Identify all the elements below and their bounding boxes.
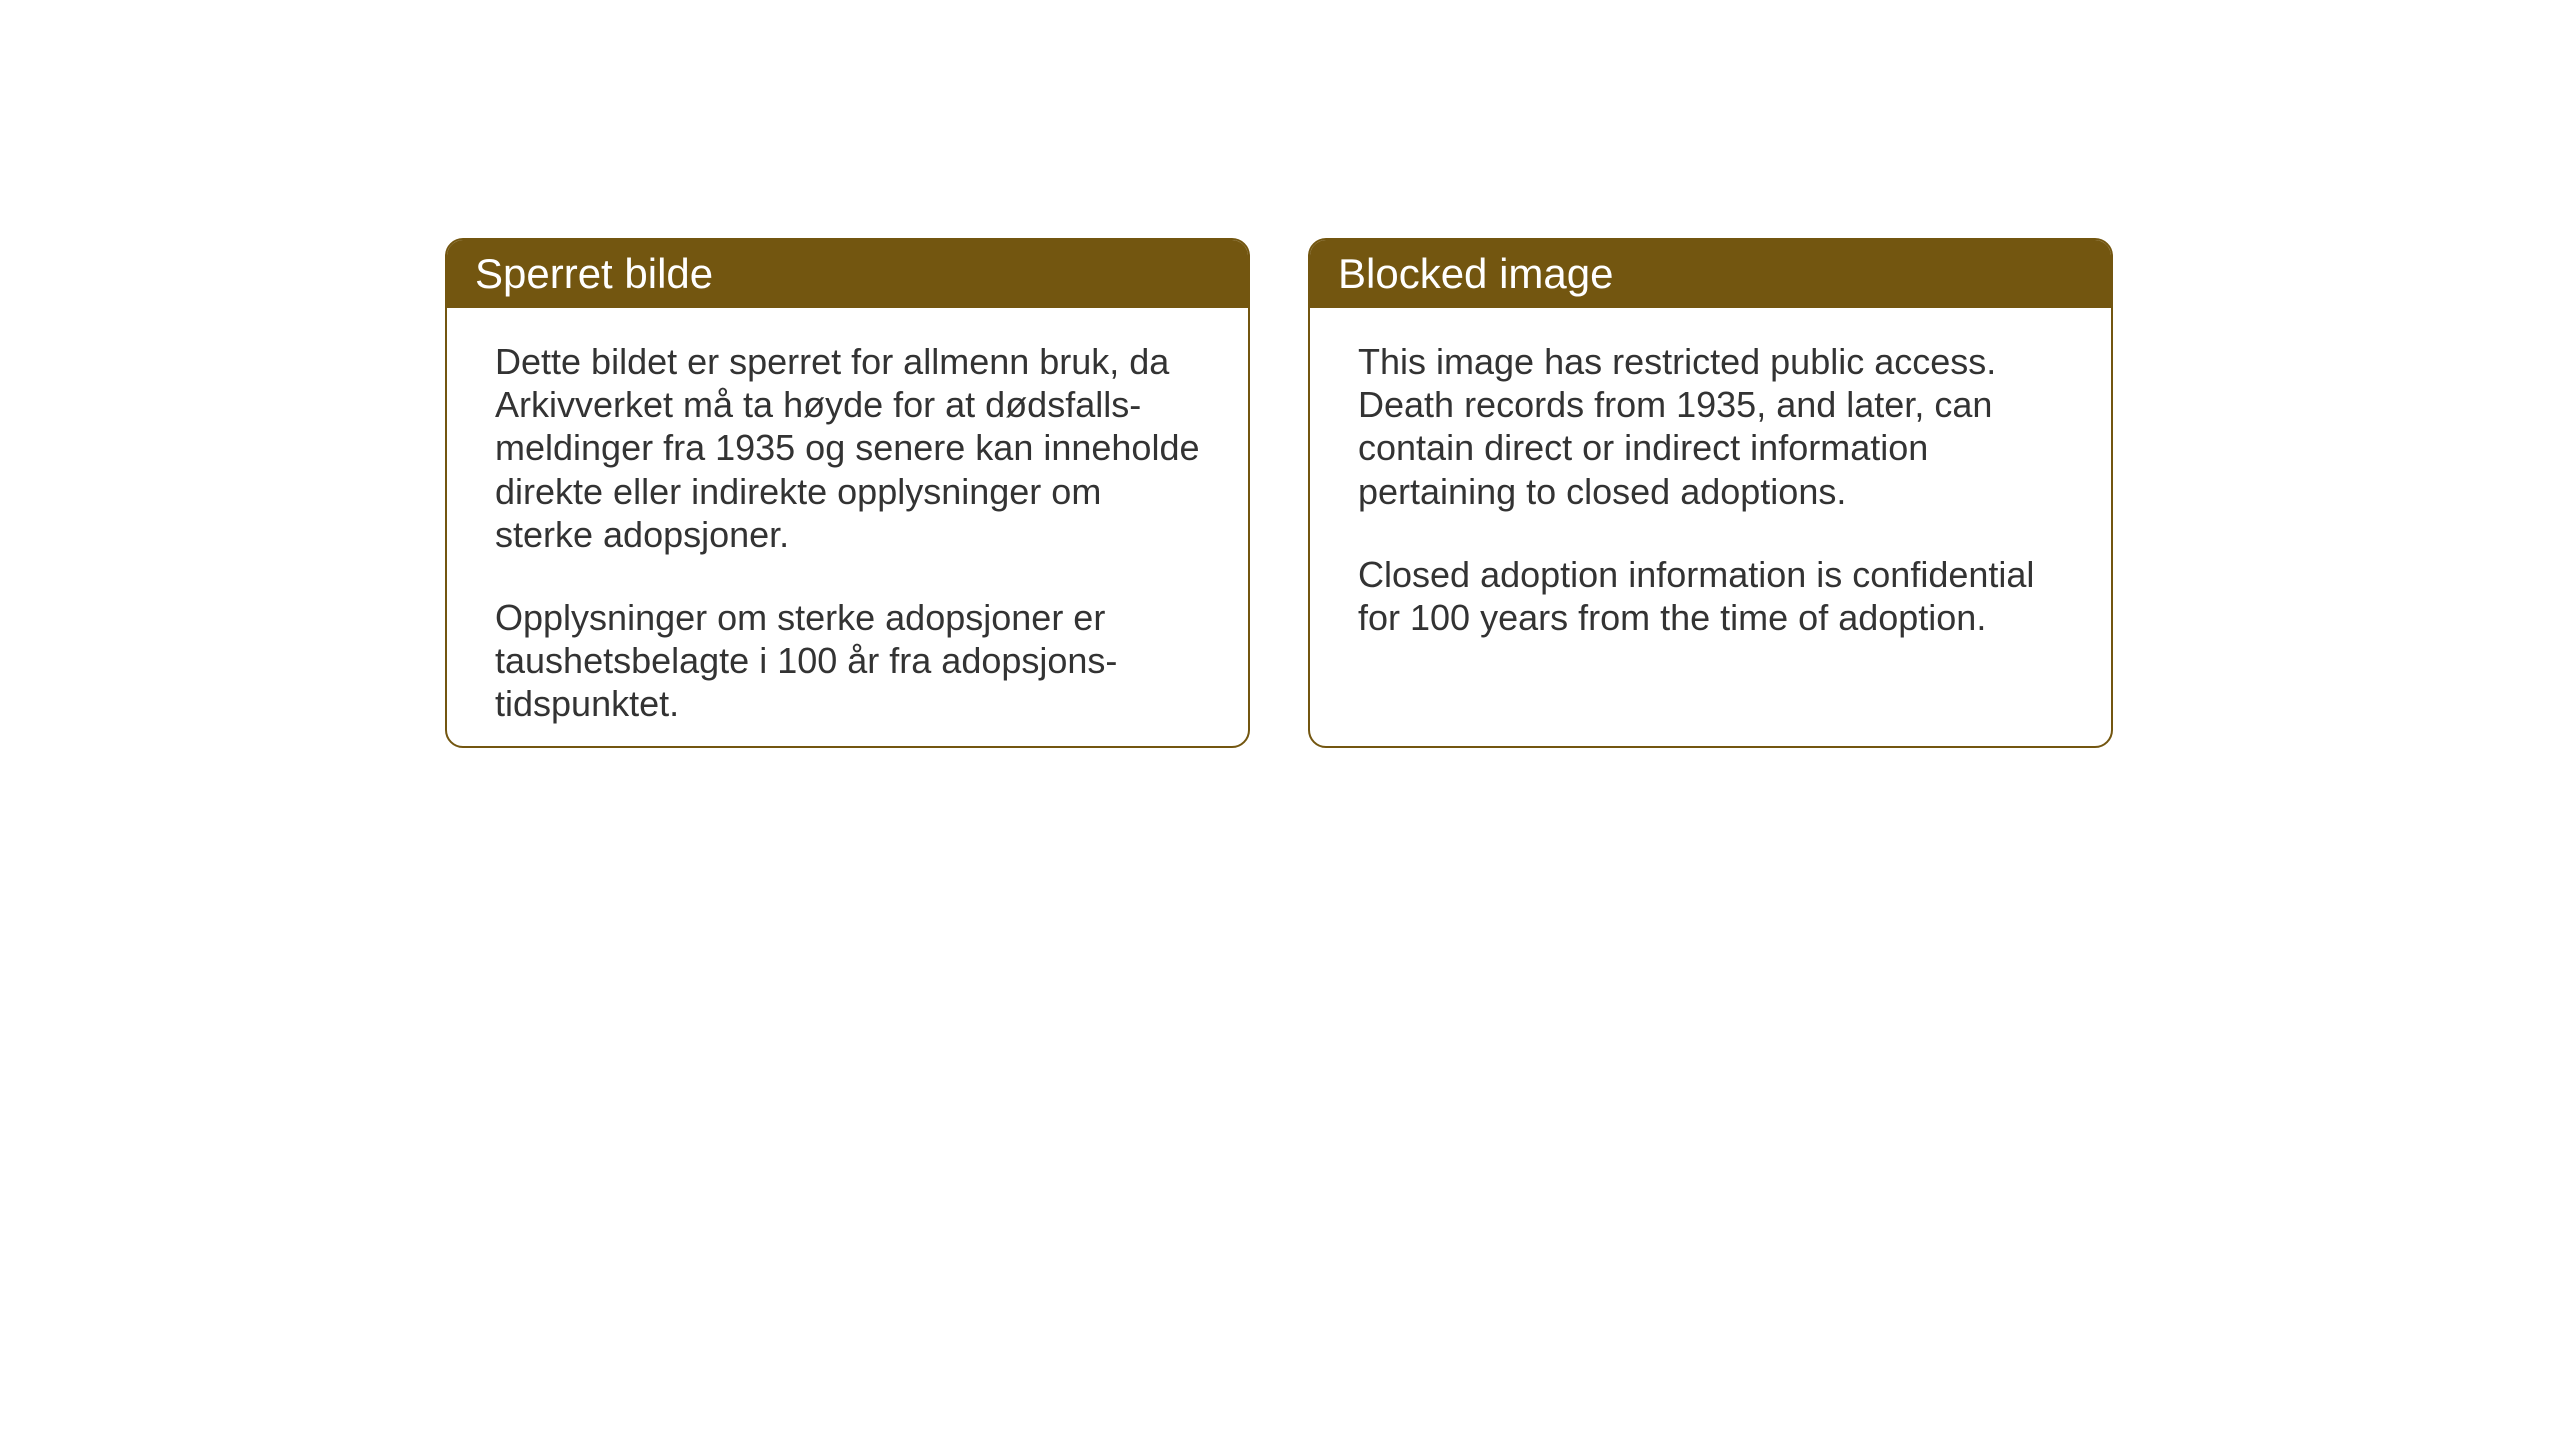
card-english: Blocked image This image has restricted …: [1308, 238, 2113, 748]
card-english-title: Blocked image: [1338, 250, 1613, 297]
card-norwegian: Sperret bilde Dette bildet er sperret fo…: [445, 238, 1250, 748]
cards-container: Sperret bilde Dette bildet er sperret fo…: [445, 238, 2113, 748]
card-norwegian-paragraph1: Dette bildet er sperret for allmenn bruk…: [495, 340, 1200, 556]
card-english-body: This image has restricted public access.…: [1310, 308, 2111, 671]
card-english-paragraph2: Closed adoption information is confident…: [1358, 553, 2063, 639]
card-english-header: Blocked image: [1310, 240, 2111, 308]
card-norwegian-paragraph2: Opplysninger om sterke adopsjoner er tau…: [495, 596, 1200, 726]
card-norwegian-title: Sperret bilde: [475, 250, 713, 297]
card-norwegian-header: Sperret bilde: [447, 240, 1248, 308]
card-english-paragraph1: This image has restricted public access.…: [1358, 340, 2063, 513]
card-norwegian-body: Dette bildet er sperret for allmenn bruk…: [447, 308, 1248, 748]
